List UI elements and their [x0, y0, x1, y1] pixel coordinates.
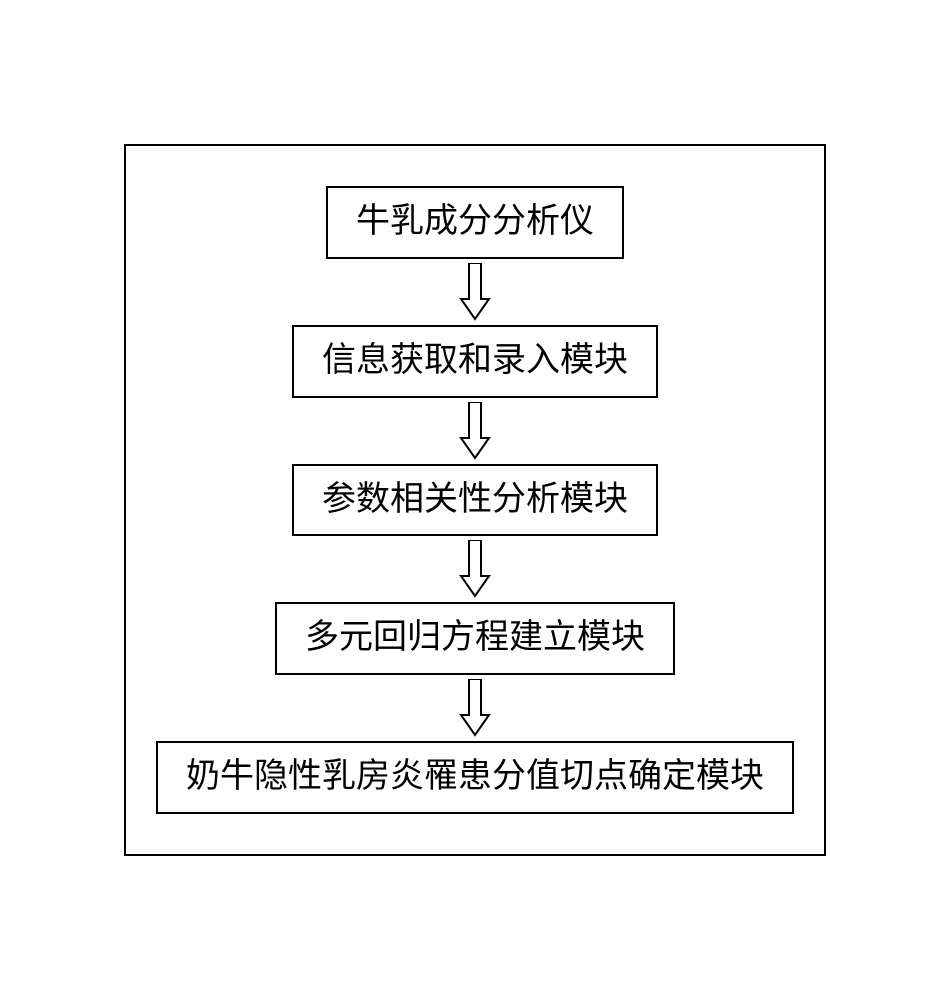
flowchart-frame: 牛乳成分分析仪 信息获取和录入模块 参数相关性分析模块 多元回归方程建立模块 奶… [124, 144, 826, 856]
arrow-down-icon [459, 679, 491, 737]
arrow-down-icon [459, 263, 491, 321]
flow-node-2: 信息获取和录入模块 [292, 325, 658, 398]
flow-arrow-3 [459, 536, 491, 602]
flow-node-3-label: 参数相关性分析模块 [322, 481, 628, 518]
flow-node-5: 奶牛隐性乳房炎罹患分值切点确定模块 [156, 741, 794, 814]
flow-node-2-label: 信息获取和录入模块 [322, 342, 628, 379]
flow-node-3: 参数相关性分析模块 [292, 464, 658, 537]
flow-arrow-4 [459, 675, 491, 741]
flow-node-4-label: 多元回归方程建立模块 [305, 619, 645, 656]
flow-arrow-1 [459, 259, 491, 325]
arrow-down-icon [459, 540, 491, 598]
flow-node-4: 多元回归方程建立模块 [275, 602, 675, 675]
flow-node-1-label: 牛乳成分分析仪 [356, 203, 594, 240]
flow-arrow-2 [459, 398, 491, 464]
arrow-down-icon [459, 402, 491, 460]
flow-node-1: 牛乳成分分析仪 [326, 186, 624, 259]
flow-node-5-label: 奶牛隐性乳房炎罹患分值切点确定模块 [186, 758, 764, 795]
